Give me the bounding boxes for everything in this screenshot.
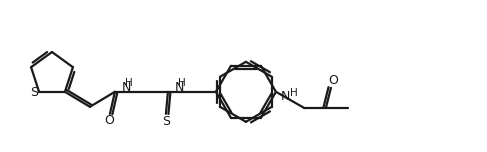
Text: S: S [162, 115, 170, 128]
Text: N: N [281, 90, 291, 103]
Text: H: H [290, 88, 298, 98]
Text: H: H [178, 78, 186, 88]
Text: N: N [175, 81, 185, 94]
Text: S: S [30, 86, 38, 99]
Text: N: N [122, 81, 131, 94]
Text: O: O [104, 114, 114, 127]
Text: H: H [125, 78, 133, 88]
Text: O: O [328, 74, 338, 87]
